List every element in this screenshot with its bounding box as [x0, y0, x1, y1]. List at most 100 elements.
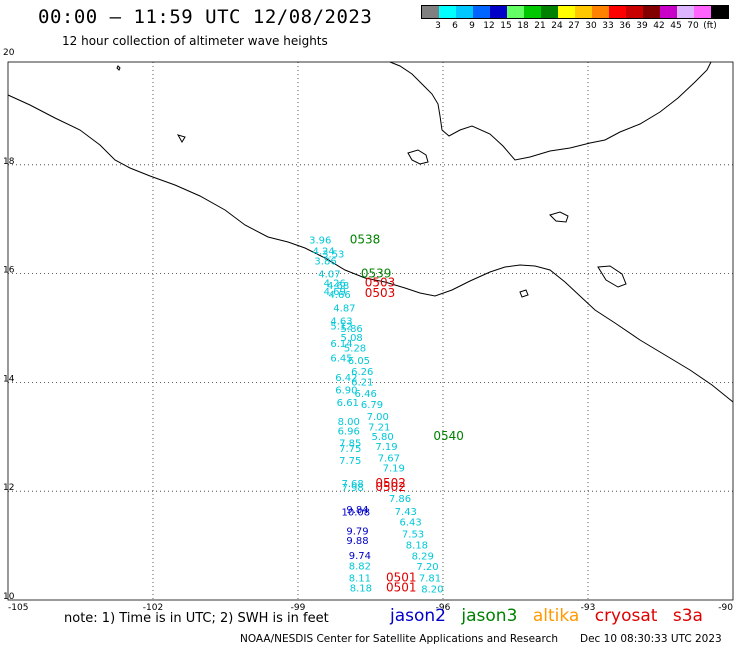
- wave-height-label: 6.79: [361, 400, 383, 411]
- wave-height-label: 6.45: [330, 354, 352, 365]
- scale-label: (ft): [703, 21, 717, 31]
- scale-swatch: [507, 6, 524, 18]
- scale-label: 15: [500, 21, 512, 31]
- wave-height-label: 4.63: [330, 317, 352, 328]
- map-title: 00:00 – 11:59 UTC 12/08/2023: [38, 6, 373, 28]
- pass-time-label: 0540: [433, 429, 464, 443]
- latitude-label: 18: [3, 157, 15, 167]
- wave-height-label: 7.20: [416, 562, 438, 573]
- wave-height-label: 4.87: [333, 304, 355, 315]
- pass-time-label: 0503: [365, 276, 396, 290]
- longitude-label: -99: [291, 603, 306, 613]
- pass-time-label: 0539: [361, 266, 392, 280]
- wave-height-label: 4.69: [324, 287, 346, 298]
- wave-height-label: 6.46: [355, 389, 377, 400]
- pass-time-label: 0502: [375, 480, 406, 494]
- axis-labels: 20 18 16 14 12 10-105 -102 -99 -96 -93 -90: [3, 48, 733, 613]
- scale-label: 18: [517, 21, 529, 31]
- scale-label: 21: [534, 21, 546, 31]
- graticule: [8, 62, 733, 600]
- wave-height-label: 4.26: [324, 279, 346, 290]
- scale-label: 9: [469, 21, 475, 31]
- latitude-label: 10: [3, 592, 15, 602]
- wave-height-label: 5.80: [371, 432, 393, 443]
- scale-swatch: [541, 6, 558, 18]
- wave-height-label: 8.29: [412, 552, 434, 563]
- wave-height-label: 9.88: [346, 536, 368, 547]
- wave-height-label: 7.98: [342, 483, 364, 494]
- inland-lake-2: [549, 211, 569, 223]
- wave-height-label: 6.05: [348, 356, 370, 367]
- wave-height-label: 6.96: [338, 427, 360, 438]
- wave-height-label: 5.08: [341, 333, 363, 344]
- latitude-label: 20: [3, 48, 15, 58]
- scale-label: 6: [452, 21, 458, 31]
- legend-cryosat: cryosat: [594, 606, 658, 626]
- wave-height-label: 3.86: [314, 256, 336, 267]
- latitude-label: 12: [3, 483, 14, 493]
- credit-line: NOAA/NESDIS Center for Satellite Applica…: [240, 633, 558, 645]
- wave-height-label: 6.26: [351, 367, 373, 378]
- scale-swatch: [422, 6, 439, 18]
- scale-swatch: [643, 6, 660, 18]
- coastline: [7, 61, 734, 403]
- scale-label: 27: [568, 21, 580, 31]
- wave-height-label: 4.07: [318, 269, 340, 280]
- scale-label: 36: [619, 21, 631, 31]
- wave-height-label: 9.79: [346, 527, 368, 538]
- longitude-label: -96: [436, 603, 451, 613]
- pass-time-label: 0501: [386, 580, 417, 594]
- wave-height-label: 6.42: [335, 373, 357, 384]
- wave-height-label: 4.68: [327, 281, 349, 292]
- inland-lake-3: [597, 265, 627, 288]
- wave-height-label: 6.90: [335, 385, 357, 396]
- units-note: note: 1) Time is in UTC; 2) SWH is in fe…: [64, 611, 329, 626]
- longitude-label: -102: [143, 603, 163, 613]
- wave-height-label: 8.00: [338, 417, 360, 428]
- wave-height-label: 3.53: [322, 249, 344, 260]
- wave-height-label: 9.84: [346, 505, 368, 516]
- wave-height-label: 8.82: [349, 562, 371, 573]
- pass-time-label: 0501: [386, 571, 417, 585]
- scale-label: 39: [636, 21, 648, 31]
- wave-height-label: 6.14: [330, 339, 352, 350]
- satellite-legend: jason2 jason3 altika cryosat s3a: [390, 606, 713, 626]
- wave-height-label: 7.19: [375, 442, 397, 453]
- wave-height-label: 6.43: [400, 517, 422, 528]
- scale-swatch: [711, 6, 728, 18]
- wave-height-label: 5.12: [330, 322, 352, 333]
- wave-height-label: 7.21: [368, 422, 390, 433]
- scale-swatch: [524, 6, 541, 18]
- coast-islet-1: [116, 65, 121, 71]
- wave-height-label: 8.11: [349, 574, 371, 585]
- wave-height-label: 7.67: [378, 453, 400, 464]
- scale-swatch: [592, 6, 609, 18]
- legend-jason3: jason3: [461, 606, 518, 626]
- scale-label: 12: [483, 21, 495, 31]
- legend-altika: altika: [532, 606, 580, 626]
- wave-height-label: 5.28: [344, 343, 366, 354]
- wave-height-label: 8.18: [406, 540, 428, 551]
- pacific-coastline: [7, 94, 734, 403]
- scale-swatch: [575, 6, 592, 18]
- scale-swatch: [439, 6, 456, 18]
- longitude-label: -90: [718, 603, 733, 613]
- scale-swatch: [473, 6, 490, 18]
- longitude-label: -105: [8, 603, 28, 613]
- color-scale-labels: 3 6 9 12 15 18 21 24 27 30 33 36 39 42 45 70 (ft): [421, 19, 729, 33]
- latitude-label: 16: [3, 266, 15, 276]
- latitude-label: 14: [3, 374, 15, 384]
- inland-lake-1: [407, 149, 429, 165]
- wave-height-label: 7.81: [419, 574, 441, 585]
- wave-height-label: 7.00: [367, 412, 389, 423]
- wave-height-label: 8.18: [350, 583, 372, 594]
- map-subtitle: 12 hour collection of altimeter wave hei…: [62, 34, 328, 48]
- wave-height-observations: 3.96 0538 4.243.533.86 4.07 0539 4.264.68 0503…: [309, 233, 464, 596]
- wave-height-label: 7.75: [339, 444, 361, 455]
- scale-swatch: [694, 6, 711, 18]
- scale-label: 45: [670, 21, 682, 31]
- scale-swatch: [677, 6, 694, 18]
- scale-label: 33: [602, 21, 614, 31]
- inland-lake-4: [519, 289, 529, 298]
